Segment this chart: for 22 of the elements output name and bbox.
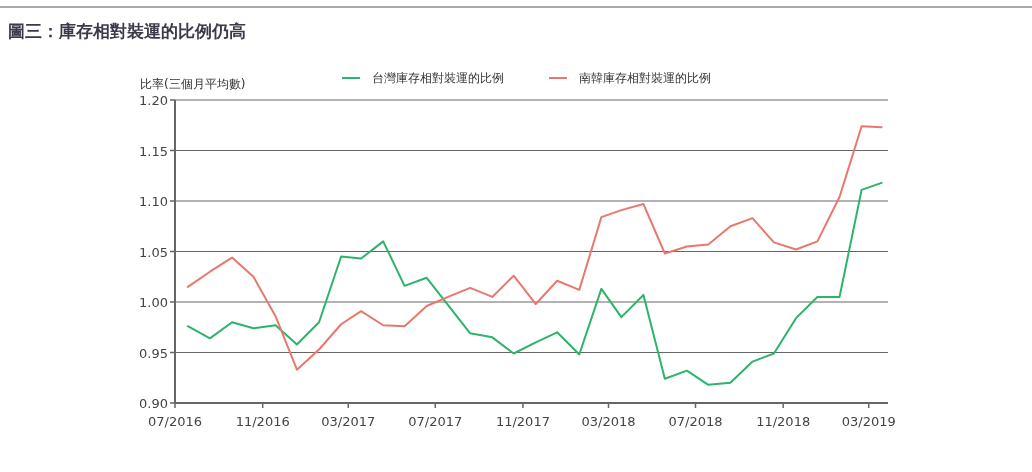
line-series: [186, 181, 883, 386]
x-tick-label: 07/2017: [408, 414, 463, 429]
x-tick-label: 03/2019: [841, 414, 896, 429]
x-tick-label: 07/2018: [668, 414, 723, 429]
y-tick-label: 1.05: [139, 244, 168, 260]
x-tick-label: 07/2016: [147, 414, 203, 429]
y-tick-label: 1.10: [139, 194, 168, 209]
chart-title: 圖三：庫存相對裝運的比例仍高: [8, 21, 246, 41]
x-tick-label: 11/2016: [235, 414, 290, 429]
legend-label: 台灣庫存相對裝運的比例: [372, 71, 504, 85]
line-series: [186, 125, 883, 371]
y-tick-label: 1.15: [139, 143, 168, 159]
x-tick-label: 03/2018: [581, 414, 636, 429]
y-tick-label: 0.90: [139, 396, 168, 411]
x-tick-label: 11/2017: [495, 414, 550, 429]
y-axis-title: 比率(三個月平均數): [140, 77, 246, 91]
legend-label: 南韓庫存相對裝運的比例: [579, 71, 711, 85]
y-tick-label: 1.00: [139, 295, 168, 310]
x-tick-label: 11/2018: [756, 414, 811, 429]
y-tick-label: 0.95: [139, 345, 168, 361]
x-tick-label: 03/2017: [321, 414, 376, 429]
y-tick-label: 1.20: [139, 93, 168, 108]
